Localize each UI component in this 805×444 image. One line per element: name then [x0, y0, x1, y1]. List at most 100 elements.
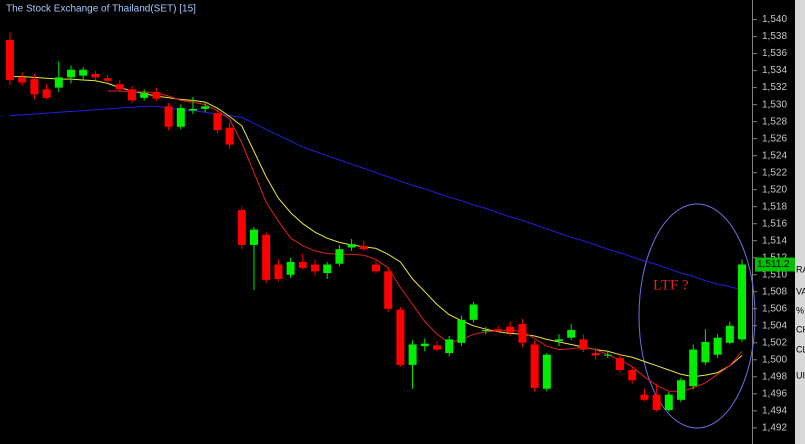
candle-body: [701, 341, 710, 363]
y-tick-label: 1,528: [762, 116, 787, 127]
candle-body: [664, 394, 673, 410]
chart-title: The Stock Exchange of Thailand(SET) [15]: [6, 4, 196, 15]
candle-body: [225, 127, 234, 145]
candle-body: [628, 370, 637, 381]
candle-body: [128, 89, 136, 101]
ma-line: [107, 90, 743, 392]
candle-body: [237, 210, 246, 245]
candle-body: [591, 352, 600, 356]
candle-body: [213, 113, 222, 131]
candle-body: [372, 264, 380, 272]
candle-body: [396, 309, 405, 365]
candle-body: [689, 349, 698, 387]
candle-body: [347, 244, 356, 248]
candle-body: [262, 234, 271, 280]
candle-body: [359, 245, 368, 250]
candle-body: [408, 344, 417, 365]
sidebar-label: %: [796, 305, 804, 315]
y-tick-label: 1,500: [762, 354, 787, 365]
candle-body: [6, 39, 14, 80]
y-tick-label: 1,536: [762, 48, 787, 59]
y-tick-label: 1,540: [762, 14, 787, 25]
sidebar: [795, 0, 805, 444]
candle-body: [518, 324, 527, 343]
y-tick-label: 1,510: [762, 269, 787, 280]
candle-body: [677, 380, 685, 400]
y-tick-label: 1,520: [762, 184, 787, 195]
candle-body: [335, 249, 344, 264]
y-tick-label: 1,496: [762, 388, 787, 399]
candle-body: [420, 343, 429, 347]
candle-body: [433, 345, 441, 350]
candle-body: [555, 339, 563, 342]
candle-body: [298, 261, 307, 268]
candle-body: [640, 394, 649, 400]
candle-body: [506, 326, 515, 333]
y-tick-label: 1,494: [762, 405, 787, 416]
candle-body: [579, 339, 588, 350]
candle-body: [725, 325, 734, 343]
y-tick-label: 1,526: [762, 133, 787, 144]
candle-body: [30, 79, 39, 95]
sidebar-label: UI: [796, 370, 805, 380]
y-tick-label: 1,492: [762, 422, 787, 433]
candle-body: [164, 106, 173, 127]
candle-body: [323, 264, 332, 274]
candle-body: [542, 354, 551, 389]
price-label-box: [755, 257, 795, 272]
y-tick-label: 1,534: [762, 65, 787, 76]
y-tick-label: 1,518: [762, 201, 787, 212]
candle-body: [530, 344, 539, 388]
candle-body: [384, 271, 393, 309]
candle-body: [445, 339, 454, 353]
candle-body: [201, 106, 210, 109]
y-tick-label: 1,532: [762, 82, 787, 93]
ma-line: [9, 105, 743, 291]
candle-body: [274, 264, 283, 279]
candle-body: [79, 69, 88, 76]
candle-body: [494, 329, 502, 331]
candle-body: [152, 91, 161, 99]
candle-body: [54, 77, 63, 88]
candle-body: [738, 264, 746, 340]
y-tick-label: 1,516: [762, 218, 787, 229]
candle-body: [176, 108, 185, 127]
candle-body: [250, 229, 258, 245]
candle-body: [481, 330, 490, 332]
annotation-circle: [638, 203, 756, 429]
y-tick-label: 1,538: [762, 31, 787, 42]
y-tick-label: 1,508: [762, 286, 787, 297]
candle-body: [18, 77, 27, 83]
sidebar-label: VA: [796, 286, 805, 296]
annotation: LTF ?: [653, 277, 689, 293]
candle-body: [713, 337, 722, 355]
candle-body: [42, 89, 51, 98]
candle-body: [67, 69, 75, 78]
sidebar-label: CL: [796, 344, 805, 354]
sidebar-label: RA: [796, 264, 805, 274]
candle-body: [457, 319, 466, 343]
y-tick-label: 1,502: [762, 337, 787, 348]
candle-body: [189, 108, 197, 111]
y-tick-label: 1,524: [762, 150, 787, 161]
candle-body: [652, 394, 661, 410]
candle-body: [616, 358, 624, 370]
sidebar-label: CH: [796, 324, 805, 334]
y-tick-label: 1,530: [762, 99, 787, 110]
price-label: 1,511.2: [757, 259, 790, 270]
candle-body: [311, 264, 319, 272]
candle-body: [103, 78, 112, 81]
candle-body: [115, 84, 124, 90]
y-tick-label: 1,514: [762, 235, 787, 246]
candle-body: [469, 304, 478, 320]
y-tick-label: 1,506: [762, 303, 787, 314]
candle-body: [567, 330, 576, 338]
candle-body: [286, 261, 295, 275]
candle-body: [140, 92, 149, 98]
y-tick-label: 1,498: [762, 371, 787, 382]
y-tick-label: 1,504: [762, 320, 787, 331]
y-tick-label: 1,522: [762, 167, 787, 178]
candle-body: [91, 74, 100, 78]
